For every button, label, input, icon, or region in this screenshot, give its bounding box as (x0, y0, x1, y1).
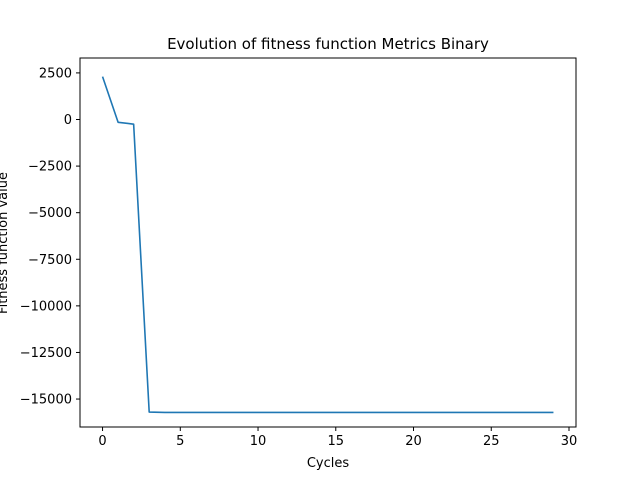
y-tick-label: −5000 (28, 206, 72, 221)
x-axis-label: Cycles (307, 456, 350, 471)
x-tick-label: 0 (98, 434, 106, 449)
x-tick-label: 25 (483, 434, 500, 449)
y-tick-label: 0 (64, 113, 72, 128)
series-layer (101, 76, 554, 414)
plot-area (79, 57, 577, 428)
y-axis: 2500 0 −2500 −5000 −7500 −10000 −12500 −15000 (20, 66, 80, 408)
y-tick-label: −2500 (28, 160, 72, 175)
y-tick-label: −10000 (20, 299, 72, 314)
y-tick-label: −7500 (28, 253, 72, 268)
x-tick-label: 10 (250, 434, 267, 449)
y-axis-label: Fitness function value (0, 172, 11, 314)
y-tick-label: −12500 (20, 346, 72, 361)
series-line (101, 76, 554, 414)
x-tick-label: 30 (561, 434, 578, 449)
x-tick-label: 20 (405, 434, 422, 449)
chart-title: Evolution of fitness function Metrics Bi… (167, 35, 489, 53)
x-tick-label: 15 (328, 434, 345, 449)
y-tick-label: 2500 (39, 66, 72, 81)
x-axis: 0 5 10 15 20 25 30 (98, 427, 577, 449)
x-tick-label: 5 (176, 434, 184, 449)
y-tick-label: −15000 (20, 393, 72, 408)
axes-frame (79, 57, 577, 428)
